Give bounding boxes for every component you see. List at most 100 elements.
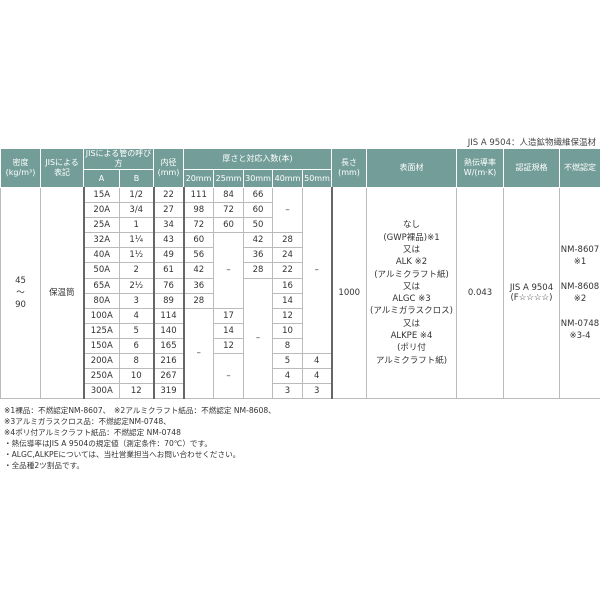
table-cell: 12 — [272, 307, 303, 324]
table-caption: JIS A 9504：人造鉱物繊維保温材 — [467, 138, 596, 148]
table-cell: 49 — [152, 247, 184, 264]
table-cell: 8 — [272, 337, 303, 355]
table-cell: 60 — [243, 202, 273, 219]
header-col-a: A — [83, 169, 120, 188]
table-cell: 14 — [272, 292, 303, 309]
header-thickness-30: 30mm — [243, 169, 273, 188]
table-row: 50A 2 61 42 28 22 — [1, 262, 600, 279]
table-cell: 10 — [119, 368, 154, 385]
table-cell: 14 — [213, 322, 244, 339]
footnote: ・全品種2ツ割品です。 — [4, 461, 85, 470]
table-cell: 32A — [82, 232, 120, 249]
table-cell: – — [243, 277, 273, 400]
table-cell: 267 — [152, 368, 184, 385]
table-cell: 1/2 — [119, 186, 154, 204]
table-cell: 60 — [182, 232, 214, 249]
table-cell: 20A — [82, 202, 120, 219]
table-row: 32A 1¼ 43 60–42 28 — [1, 232, 600, 309]
table-cell: 36 — [182, 277, 214, 294]
table-cell: 300A — [82, 383, 120, 400]
table-row: 250A 10 267 4 4 — [1, 368, 600, 385]
header-col-b: B — [119, 169, 154, 188]
table-cell: 1½ — [119, 247, 154, 264]
header-thickness-20: 20mm — [183, 169, 214, 188]
header-jis-label: JISによる 表記 — [40, 148, 84, 188]
table-cell: 3 — [272, 383, 303, 400]
table-cell: 65A — [82, 277, 120, 294]
table-cell: 76 — [152, 277, 184, 294]
table-cell: 80A — [82, 292, 120, 309]
table-cell: 28 — [272, 232, 303, 249]
footnote: ※4ポリ付アルミクラフト紙品：不燃認定 NM-0748 — [4, 428, 181, 437]
table-cell: 34 — [152, 217, 184, 234]
table-cell: – — [213, 232, 244, 309]
table-cell: – — [182, 307, 214, 400]
table-cell: 28 — [243, 262, 273, 279]
table-cell: 27 — [152, 202, 184, 219]
table-cell: – — [213, 353, 244, 400]
table-cell: 6 — [119, 337, 154, 355]
table-cell: 8 — [119, 353, 154, 370]
table-cell: 100A — [82, 307, 120, 324]
table-cell: NM-8607 ※1 NM-8608 ※2 NM-0748 ※3-4 — [559, 186, 600, 400]
table-cell: 3 — [302, 383, 332, 400]
table-cell: 45 〜 90 — [0, 186, 41, 400]
table-cell: 12 — [213, 337, 244, 355]
table-cell: 2 — [119, 262, 154, 279]
table-cell: 12 — [119, 383, 154, 400]
table-cell: 25A — [82, 217, 120, 234]
table-cell: 250A — [82, 368, 120, 385]
table-cell: 42 — [243, 232, 273, 249]
table-cell: JIS A 9504 (F☆☆☆☆) — [503, 186, 560, 400]
table-cell: なし (GWP裸品)※1 又は ALK ※2 (アルミクラフト紙) 又は ALG… — [366, 186, 457, 400]
table-cell: 111 — [182, 186, 214, 204]
header-pipe-name: JISによる管の呼び方 — [83, 148, 154, 170]
header-density: 密度 (kg/m³) — [0, 148, 41, 188]
header-thickness-25: 25mm — [213, 169, 244, 188]
table-cell: – — [272, 186, 303, 234]
footnotes: ※1裸品：不燃認定NM-8607、 ※2アルミクラフト紙品：不燃認定 NM-86… — [4, 405, 276, 471]
table-cell: 319 — [152, 383, 184, 400]
header-nonflammable: 不燃認定 — [559, 148, 600, 188]
table-cell: 4 — [119, 307, 154, 324]
table-cell: 60 — [213, 217, 244, 234]
table-cell: 61 — [152, 262, 184, 279]
table-cell: 84 — [213, 186, 244, 204]
header-thickness-50: 50mm — [302, 169, 332, 188]
table-cell: 43 — [152, 232, 184, 249]
table-cell: 4 — [272, 368, 303, 385]
table-cell: 42 — [182, 262, 214, 279]
table-row: 40A 1½ 49 56 36 24 — [1, 247, 600, 264]
table-cell: 2½ — [119, 277, 154, 294]
table-cell: 16 — [272, 277, 303, 294]
table-cell: 22 — [152, 186, 184, 204]
table-cell: 22 — [272, 262, 303, 279]
table-cell: 4 — [302, 353, 332, 370]
table-cell: 72 — [182, 217, 214, 234]
table-cell: 0.043 — [456, 186, 504, 400]
table-cell: 98 — [182, 202, 214, 219]
footnote: ・ALGC,ALKPEについては、当社営業担当へお問い合わせください。 — [4, 450, 241, 459]
table-cell: 4 — [302, 368, 332, 385]
header-conductivity: 熱伝導率 W/(m·K) — [456, 148, 504, 188]
header-thickness-40: 40mm — [272, 169, 303, 188]
table-cell: 5 — [272, 353, 303, 370]
table-cell: 36 — [243, 247, 273, 264]
table-cell: 1 — [119, 217, 154, 234]
footnote: ・熱伝導率はJIS A 9504の規定値（測定条件：70℃）です。 — [4, 439, 212, 448]
table-cell: 1¼ — [119, 232, 154, 249]
table-cell: 10 — [272, 322, 303, 339]
table-cell: 50A — [82, 262, 120, 279]
table-row: 150A 6 165 12 8 — [1, 337, 600, 355]
table-cell: 216 — [152, 353, 184, 370]
table-cell: 140 — [152, 322, 184, 339]
table-cell: 72 — [213, 202, 244, 219]
table-cell: – — [302, 186, 332, 355]
table-cell: 165 — [152, 337, 184, 355]
spec-table: 密度 (kg/m³) JISによる 表記 JISによる管の呼び方 内径 (mm)… — [0, 148, 600, 400]
table-cell: 89 — [152, 292, 184, 309]
header-certification: 認証規格 — [503, 148, 560, 188]
footnote: ※3アルミガラスクロス品：不燃認定NM-0748、 — [4, 417, 171, 426]
header-inner-diameter: 内径 (mm) — [153, 148, 184, 188]
table-cell: 1000 — [330, 186, 367, 400]
